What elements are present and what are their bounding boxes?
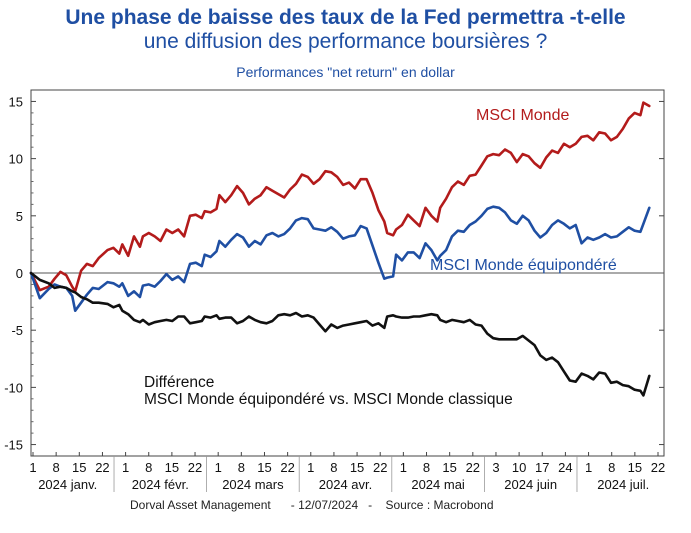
label-difference-line1: Différence: [144, 374, 214, 391]
x-month-label: 2024 juil.: [597, 477, 649, 492]
y-tick-label: 15: [9, 94, 23, 109]
label-msci-monde: MSCI Monde: [476, 107, 569, 124]
y-tick-label: -15: [4, 438, 23, 453]
x-tick-label: 1: [122, 460, 129, 475]
x-month-label: 2024 mars: [222, 477, 284, 492]
x-tick-label: 3: [492, 460, 499, 475]
source-footer: Dorval Asset Management - 12/07/2024 - S…: [130, 498, 494, 512]
x-tick-label: 10: [512, 460, 526, 475]
x-tick-label: 15: [442, 460, 456, 475]
chart-subtitle: Performances "net return" en dollar: [236, 64, 455, 80]
y-tick-label: -5: [11, 323, 23, 338]
x-tick-label: 22: [280, 460, 294, 475]
x-tick-label: 1: [29, 460, 36, 475]
x-month-label: 2024 janv.: [38, 477, 97, 492]
x-tick-label: 24: [558, 460, 572, 475]
x-tick-label: 1: [307, 460, 314, 475]
label-difference-line2: MSCI Monde équipondéré vs. MSCI Monde cl…: [144, 391, 513, 408]
x-tick-label: 8: [330, 460, 337, 475]
x-tick-label: 8: [238, 460, 245, 475]
x-tick-label: 22: [466, 460, 480, 475]
x-month-label: 2024 févr.: [132, 477, 189, 492]
y-tick-label: -10: [4, 380, 23, 395]
x-tick-label: 15: [72, 460, 86, 475]
x-tick-label: 17: [535, 460, 549, 475]
chart-title: Une phase de baisse des taux de la Fed p…: [0, 6, 691, 54]
x-month-label: 2024 juin: [504, 477, 557, 492]
title-line-2: une diffusion des performance boursières…: [143, 30, 548, 53]
x-tick-label: 22: [373, 460, 387, 475]
x-tick-label: 8: [145, 460, 152, 475]
label-msci-equipondere: MSCI Monde équipondéré: [430, 257, 617, 274]
x-tick-label: 15: [165, 460, 179, 475]
x-tick-label: 22: [651, 460, 665, 475]
x-tick-label: 22: [95, 460, 109, 475]
y-tick-label: 5: [16, 209, 23, 224]
x-tick-label: 1: [400, 460, 407, 475]
x-tick-label: 1: [215, 460, 222, 475]
x-tick-label: 15: [628, 460, 642, 475]
series-line-msci_monde: [29, 101, 651, 293]
x-month-label: 2024 mai: [411, 477, 465, 492]
y-tick-label: 10: [9, 152, 23, 167]
title-line-1: Une phase de baisse des taux de la Fed p…: [65, 6, 626, 29]
x-tick-label: 15: [350, 460, 364, 475]
series-line-difference: [29, 271, 651, 397]
x-month-label: 2024 avr.: [319, 477, 373, 492]
y-tick-label: 0: [16, 266, 23, 281]
series-line-msci_eq: [29, 205, 651, 312]
x-tick-label: 8: [53, 460, 60, 475]
x-tick-label: 22: [188, 460, 202, 475]
x-tick-label: 8: [608, 460, 615, 475]
x-tick-label: 8: [423, 460, 430, 475]
x-tick-label: 1: [585, 460, 592, 475]
x-tick-label: 15: [257, 460, 271, 475]
